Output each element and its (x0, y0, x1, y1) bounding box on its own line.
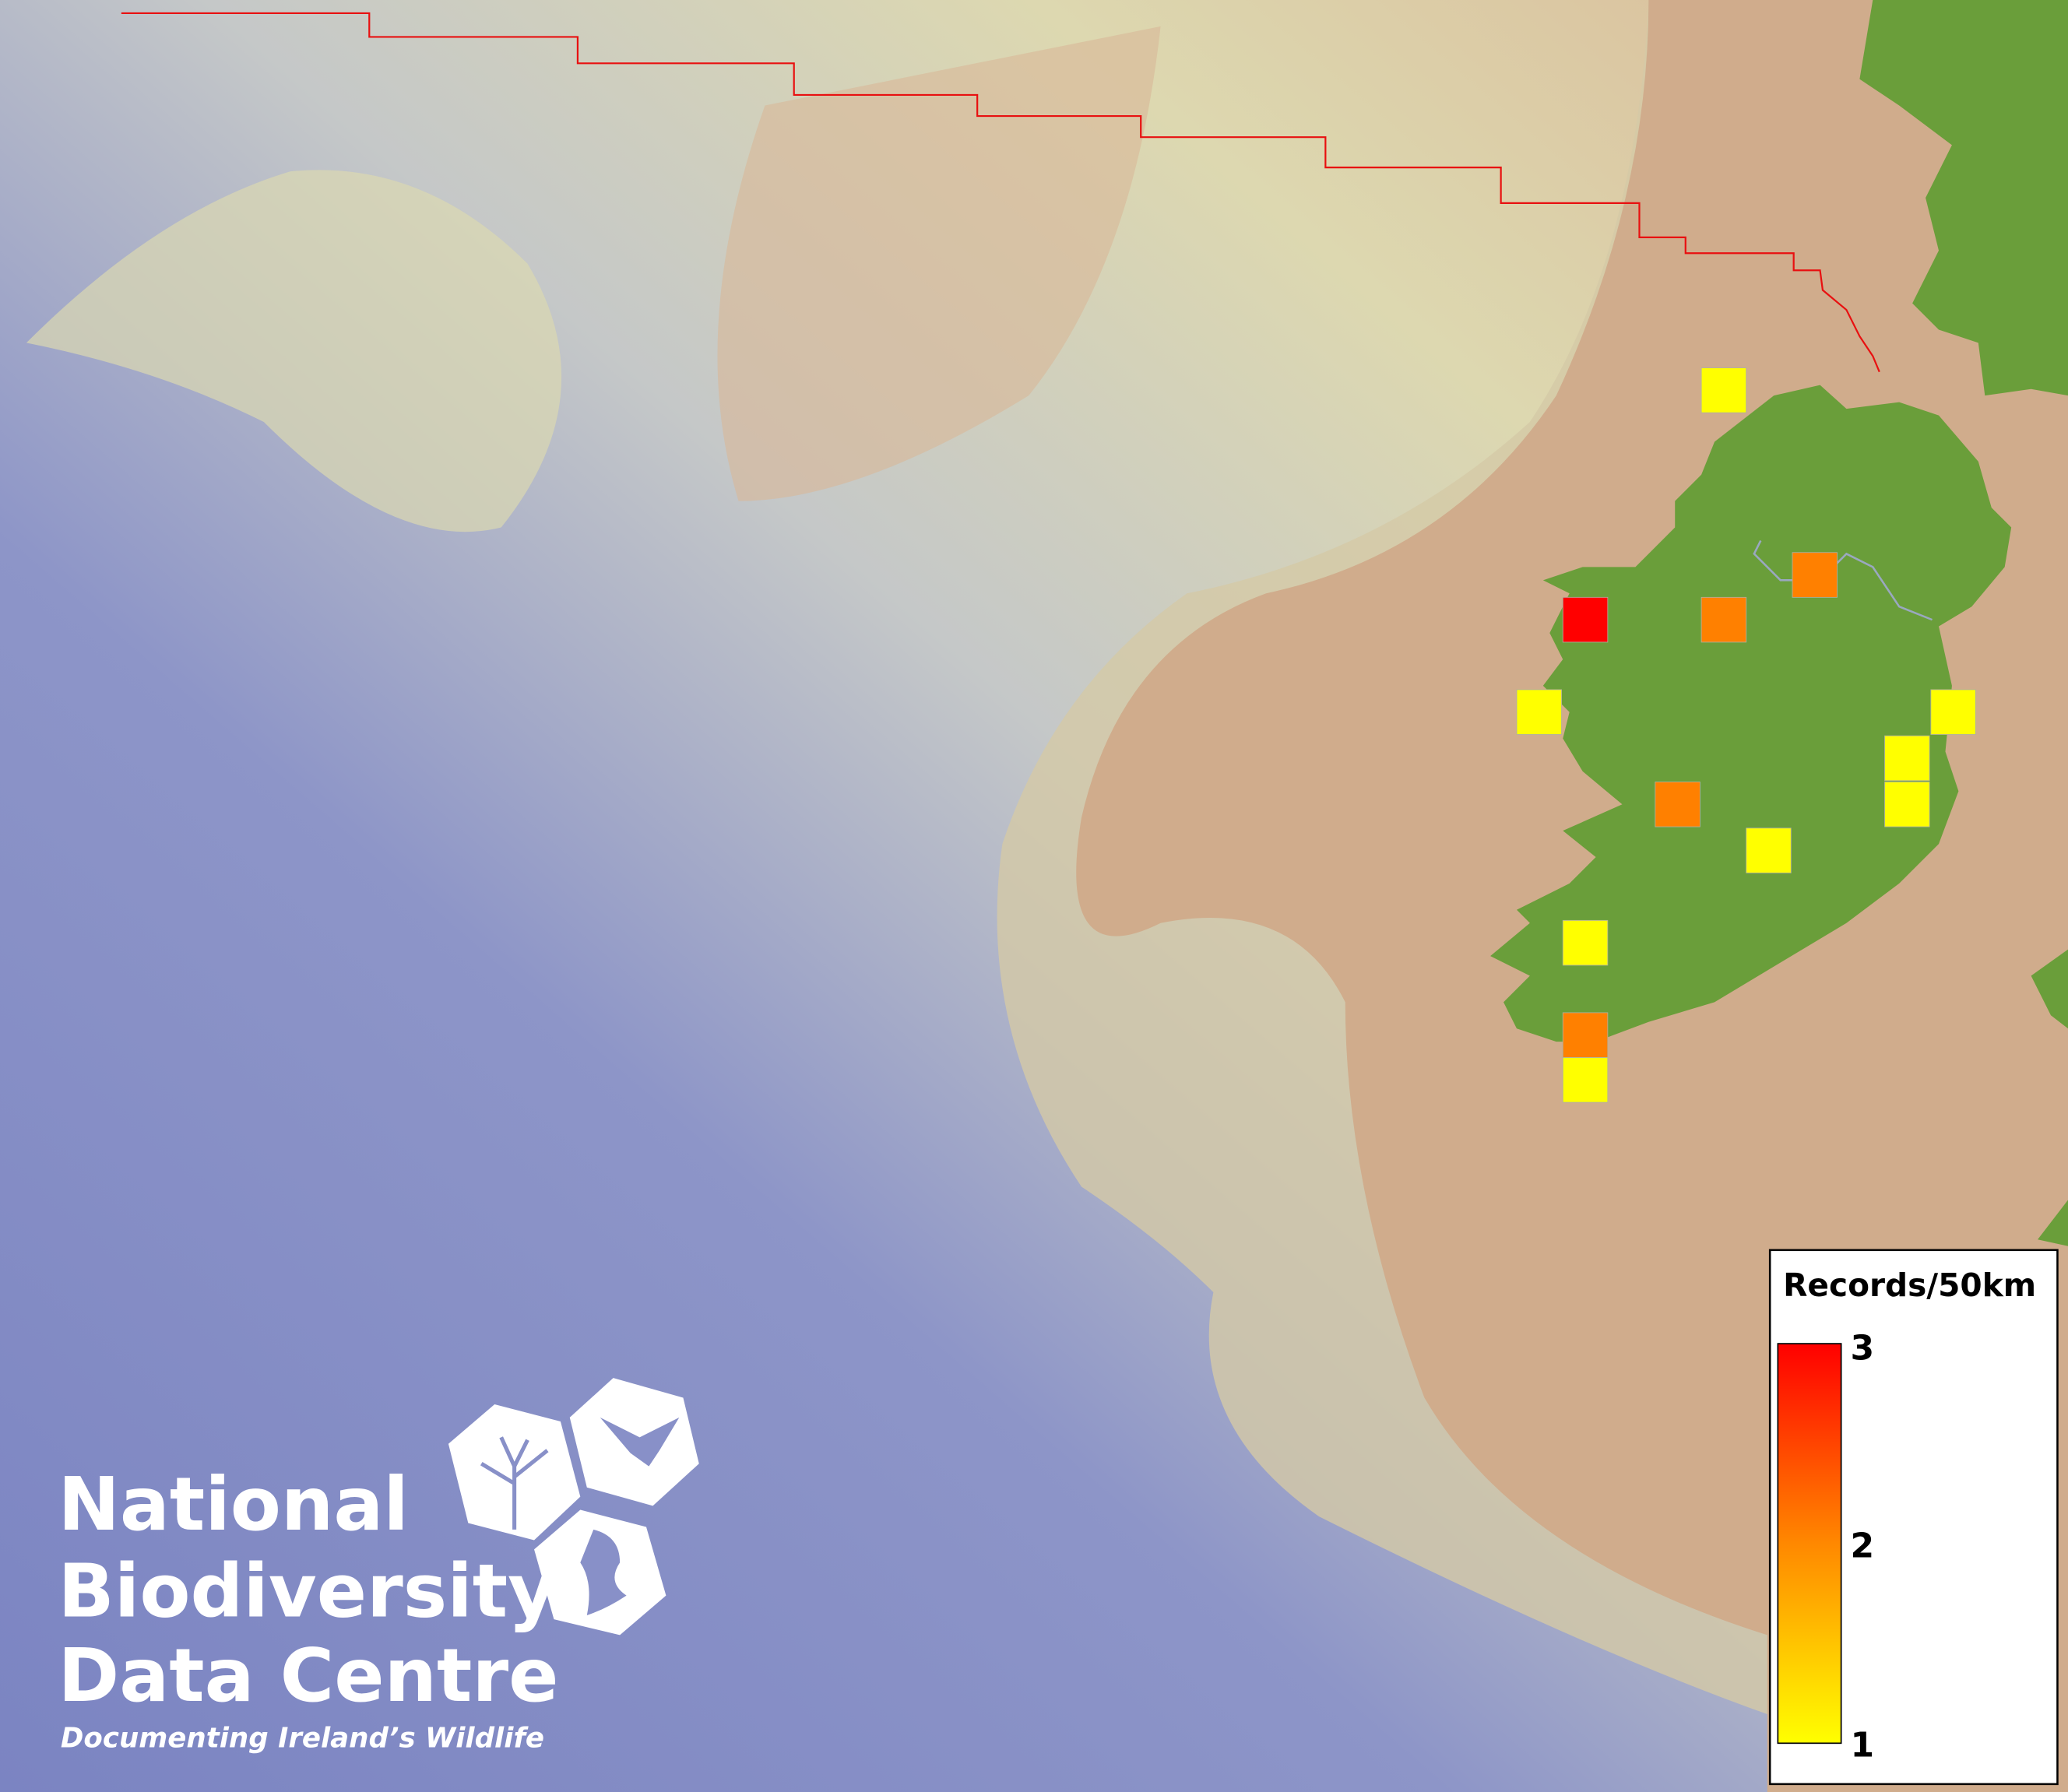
grid-cell-records-3 (1562, 596, 1609, 643)
legend-label-min: 1 (1851, 1725, 1875, 1765)
britain-landmass (1859, 0, 2068, 396)
logo-tagline: Documenting Ireland’s Wildlife (61, 1722, 544, 1754)
legend-color-ramp (1777, 1343, 1842, 1745)
butterfly-icon (600, 1417, 680, 1467)
grid-cell-records-2 (1562, 1012, 1609, 1058)
grid-cell-records-1 (1562, 1057, 1609, 1103)
grid-cell-records-1 (1516, 689, 1562, 735)
grid-cell-records-2 (1792, 552, 1838, 598)
grid-cell-records-1 (1700, 367, 1747, 413)
grid-cells-layer (1516, 367, 1976, 1103)
britain-wales-coast (2031, 949, 2068, 1029)
legend-title: Records/50km (1783, 1267, 2036, 1304)
logo-line-biodiversity: Biodiversity (58, 1549, 556, 1635)
seahorse-icon (580, 1529, 627, 1616)
grid-cell-records-1 (1884, 735, 1930, 782)
logo-line-national: National (58, 1462, 409, 1548)
grid-cell-records-1 (1746, 827, 1792, 873)
eez-boundary-line (121, 12, 1880, 373)
grid-cell-records-2 (1655, 782, 1700, 827)
grid-cell-records-2 (1700, 596, 1747, 643)
logo-line-data-centre: Data Centre (58, 1633, 559, 1719)
legend-label-mid: 2 (1851, 1526, 1875, 1565)
legend-label-max: 3 (1851, 1328, 1875, 1368)
logo-hexagons (448, 1378, 699, 1636)
porcupine-bank (717, 26, 1161, 501)
grid-cell-records-1 (1562, 919, 1609, 966)
nbdc-logo: National Biodiversity Data Centre Docume… (58, 1378, 699, 1754)
rockall-bank (26, 170, 562, 532)
cornwall-coast (2038, 1200, 2068, 1246)
legend: Records/50km 3 2 1 (1768, 1249, 2059, 1786)
grid-cell-records-1 (1884, 782, 1930, 827)
grid-cell-records-1 (1930, 689, 1976, 735)
ireland-landmass (1490, 385, 2012, 1042)
plant-icon (480, 1436, 549, 1530)
